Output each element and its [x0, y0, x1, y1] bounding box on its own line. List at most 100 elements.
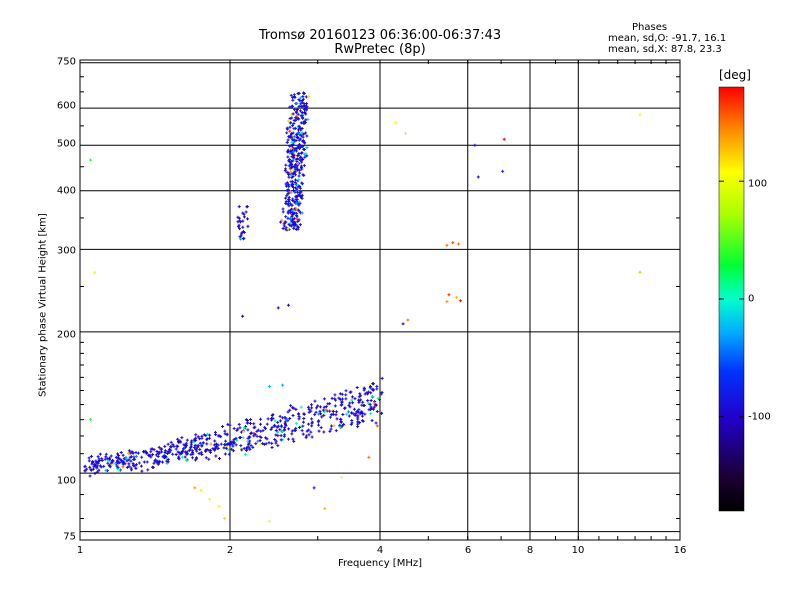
data-point — [305, 146, 309, 150]
data-point — [360, 414, 364, 418]
data-point — [278, 419, 282, 423]
data-point — [285, 188, 289, 192]
data-point — [235, 438, 239, 442]
data-point — [261, 429, 265, 433]
data-point — [248, 439, 252, 443]
data-point — [228, 423, 232, 427]
data-point — [91, 459, 95, 463]
data-point — [289, 221, 293, 225]
data-point — [291, 174, 295, 178]
data-point — [127, 449, 131, 453]
data-point — [291, 98, 295, 102]
data-point — [359, 394, 363, 398]
data-point — [316, 404, 320, 408]
data-point — [291, 112, 295, 116]
data-point — [302, 91, 306, 95]
data-point — [184, 441, 188, 445]
data-point — [297, 200, 301, 204]
data-point — [283, 426, 287, 430]
data-point — [83, 464, 87, 468]
data-point — [319, 412, 323, 416]
data-point — [265, 422, 269, 426]
data-point — [355, 385, 359, 389]
data-point — [310, 403, 314, 407]
data-point — [271, 413, 275, 417]
data-point — [293, 211, 297, 215]
data-point — [280, 218, 284, 222]
x-tick-label: 16 — [673, 545, 687, 556]
data-point — [307, 433, 311, 437]
data-point — [291, 413, 295, 417]
data-point — [232, 427, 236, 431]
data-point — [109, 454, 113, 458]
data-point — [278, 414, 282, 418]
data-point — [299, 102, 303, 106]
data-point — [334, 398, 338, 402]
data-point — [339, 420, 343, 424]
data-point — [204, 433, 208, 437]
data-point — [375, 384, 379, 388]
data-point — [290, 213, 294, 217]
data-point — [294, 195, 298, 199]
data-point — [288, 105, 292, 109]
data-point — [168, 450, 172, 454]
data-point — [295, 201, 299, 205]
data-point — [298, 184, 302, 188]
data-point — [152, 448, 156, 452]
data-point — [302, 120, 306, 124]
data-point — [369, 391, 373, 395]
data-point — [306, 405, 310, 409]
data-point — [293, 96, 297, 100]
data-point — [169, 445, 173, 449]
data-point — [88, 474, 92, 478]
data-point — [197, 452, 201, 456]
data-point — [214, 446, 218, 450]
data-point — [285, 181, 289, 185]
data-point — [163, 444, 167, 448]
data-point — [305, 134, 309, 138]
data-point — [281, 429, 285, 433]
data-point — [361, 400, 365, 404]
data-point — [394, 120, 398, 124]
y-tick-label: 600 — [56, 100, 76, 112]
data-point — [239, 435, 243, 439]
data-point — [331, 410, 335, 414]
data-point — [177, 457, 181, 461]
data-point — [340, 424, 344, 428]
data-point — [226, 442, 230, 446]
data-point — [294, 116, 298, 120]
data-point — [369, 405, 373, 409]
data-point — [297, 174, 301, 178]
x-tick-label: 4 — [376, 545, 384, 556]
data-point — [300, 105, 304, 109]
data-point — [236, 215, 240, 219]
data-point — [104, 455, 108, 459]
data-point — [299, 151, 303, 155]
data-point — [294, 178, 298, 182]
data-point — [299, 121, 303, 125]
data-point — [352, 407, 356, 411]
data-point — [246, 428, 250, 432]
data-point — [379, 392, 383, 396]
data-point — [127, 458, 131, 462]
data-point — [295, 207, 299, 211]
data-point — [306, 117, 310, 121]
data-point — [216, 443, 220, 447]
data-point — [299, 405, 303, 409]
data-point — [288, 416, 292, 420]
chart-subtitle: RwPretec (8p) — [334, 42, 426, 57]
data-point — [297, 98, 301, 102]
data-point — [340, 401, 344, 405]
data-point — [299, 96, 303, 100]
data-point — [202, 433, 206, 437]
data-point — [205, 437, 209, 441]
data-point — [157, 445, 161, 449]
data-point — [161, 460, 165, 464]
data-point — [313, 399, 317, 403]
data-point — [189, 453, 193, 457]
data-point — [196, 435, 200, 439]
data-point — [172, 444, 176, 448]
data-point — [299, 159, 303, 163]
data-point — [236, 427, 240, 431]
